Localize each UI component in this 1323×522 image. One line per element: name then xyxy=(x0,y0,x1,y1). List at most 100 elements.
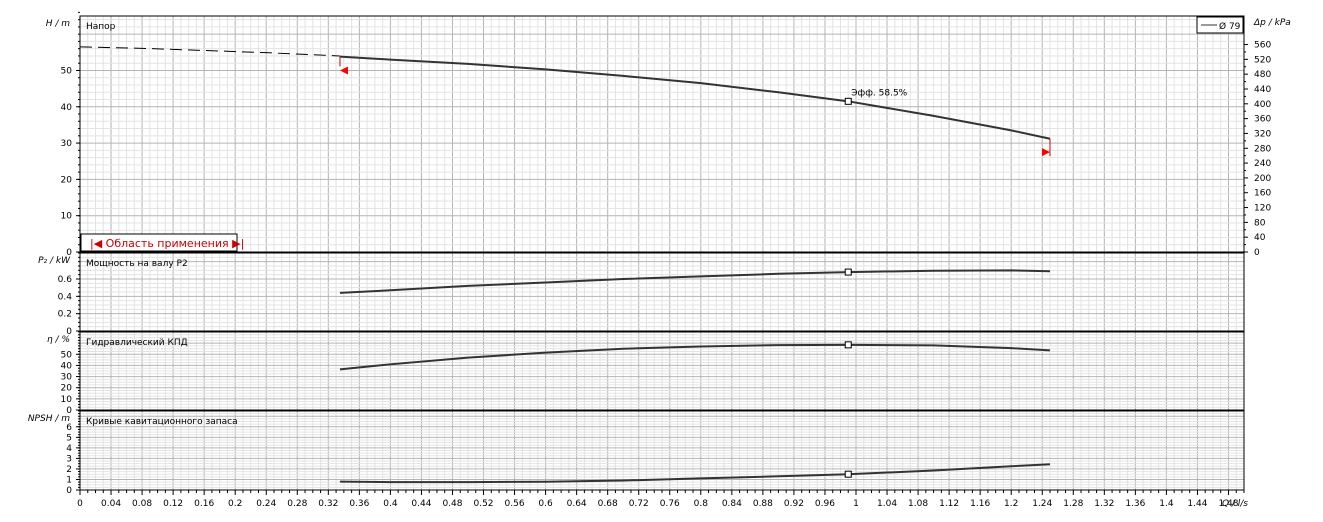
x-tick-label: 0.2 xyxy=(228,499,242,509)
range-min-marker xyxy=(339,66,348,75)
x-tick-label: 0.6 xyxy=(538,499,553,509)
panel-title-head: Напор xyxy=(86,22,116,32)
y-tick-label: 2 xyxy=(66,465,72,475)
y2-tick-label: 40 xyxy=(1254,233,1266,243)
curves-layer xyxy=(79,46,1051,484)
y-tick-label: 0 xyxy=(66,248,72,258)
x-tick-label: 1.4 xyxy=(1159,499,1174,509)
x-tick-label: 1.28 xyxy=(1063,499,1083,509)
application-range-label: |◀ Область применения ▶| xyxy=(90,237,244,250)
x-tick-label: 0.56 xyxy=(505,499,525,509)
y-tick-label: 50 xyxy=(61,66,73,76)
y-tick-label: 30 xyxy=(61,139,73,149)
y2-tick-label: 320 xyxy=(1254,129,1271,139)
x-tick-label: 0.92 xyxy=(784,499,804,509)
x-tick-label: 0.32 xyxy=(318,499,338,509)
panel-title-efficiency: Гидравлический КПД xyxy=(86,338,188,348)
y-tick-label: 0 xyxy=(66,406,72,416)
x-tick-label: 0.36 xyxy=(349,499,369,509)
y-tick-label: 10 xyxy=(61,395,73,405)
x-tick-label: 0.76 xyxy=(660,499,680,509)
series-line-head xyxy=(339,55,1051,140)
panel-frame-head xyxy=(79,15,1245,253)
x-tick-label: 0.88 xyxy=(753,499,773,509)
y-tick-label: 0 xyxy=(66,486,72,496)
x-tick-label: 1.48 xyxy=(1218,499,1238,509)
y2-tick-label: 200 xyxy=(1254,174,1271,184)
x-tick-label: 0.52 xyxy=(473,499,493,509)
y-tick-label: 20 xyxy=(61,384,73,394)
y-tick-label: 0.4 xyxy=(58,292,73,302)
x-tick-label: 0.12 xyxy=(163,499,183,509)
x-tick-label: 0.68 xyxy=(598,499,618,509)
range-max-marker xyxy=(1042,148,1050,157)
y-axis-label-head: H / m xyxy=(46,19,71,29)
legend-entry: Ø 79 xyxy=(1219,21,1241,32)
x-tick-label: 1.08 xyxy=(908,499,928,509)
extrapolated-head-curve xyxy=(79,46,340,57)
y-tick-label: 50 xyxy=(61,350,73,360)
y2-tick-label: 480 xyxy=(1254,70,1271,80)
axes-layer xyxy=(76,11,1248,495)
panel-title-npsh: Кривые кавитационного запаса xyxy=(86,417,238,427)
x-tick-label: 0.48 xyxy=(442,499,462,509)
y2-tick-label: 440 xyxy=(1254,85,1271,95)
duty-point-marker-power xyxy=(844,268,852,276)
x-tick-label: 0.8 xyxy=(694,499,709,509)
duty-point-marker-head xyxy=(844,97,852,105)
x-tick-label: 1.32 xyxy=(1094,499,1114,509)
y-tick-label: 1 xyxy=(66,475,72,485)
y2-tick-label: 120 xyxy=(1254,204,1271,214)
y-tick-label: 10 xyxy=(61,212,73,222)
x-tick-label: 1.04 xyxy=(877,499,897,509)
y2-tick-label: 360 xyxy=(1254,115,1271,125)
x-tick-label: 1.12 xyxy=(939,499,959,509)
x-tick-label: 0.4 xyxy=(383,499,398,509)
x-tick-label: 1.24 xyxy=(1032,499,1052,509)
y2-tick-label: 0 xyxy=(1254,248,1260,258)
application-range-box xyxy=(80,233,238,252)
y-tick-label: 30 xyxy=(61,373,73,383)
y-axis-label-power: P₂ / kW xyxy=(38,256,71,266)
series-line-npsh xyxy=(339,463,1051,484)
x-tick-label: 1.16 xyxy=(970,499,990,509)
x-tick-label: 1 xyxy=(853,499,859,509)
y-tick-label: 3 xyxy=(66,454,72,464)
x-tick-label: 0.84 xyxy=(722,499,742,509)
x-tick-label: 0.08 xyxy=(132,499,152,509)
y-axis-label-npsh: NPSH / m xyxy=(28,414,70,424)
y2-tick-label: 400 xyxy=(1254,100,1271,110)
y-tick-label: 40 xyxy=(61,361,73,371)
y-tick-label: 5 xyxy=(66,433,72,443)
duty-point-marker-efficiency xyxy=(844,341,852,349)
x-tick-label: 0.04 xyxy=(101,499,121,509)
y-tick-label: 0.2 xyxy=(58,310,72,320)
y2-tick-label: 240 xyxy=(1254,159,1271,169)
y-tick-label: 20 xyxy=(61,175,73,185)
y-tick-label: 6 xyxy=(66,423,72,433)
x-tick-label: 0.64 xyxy=(567,499,587,509)
y2-tick-label: 280 xyxy=(1254,144,1271,154)
legend-box xyxy=(1196,16,1244,34)
x-tick-label: 0.16 xyxy=(194,499,214,509)
y-tick-label: 0.6 xyxy=(58,275,73,285)
x-tick-label: 1.44 xyxy=(1187,499,1207,509)
y2-tick-label: 80 xyxy=(1254,218,1266,228)
x-tick-label: 0.96 xyxy=(815,499,835,509)
x-tick-label: 0.28 xyxy=(287,499,307,509)
y-tick-label: 40 xyxy=(61,103,73,113)
x-tick-label: 0.72 xyxy=(629,499,649,509)
series-line-efficiency xyxy=(339,343,1051,371)
y-tick-label: 4 xyxy=(66,444,72,454)
y2-tick-label: 520 xyxy=(1254,55,1271,65)
duty-point-annotation: Эфф. 58.5% xyxy=(851,88,907,98)
series-line-power xyxy=(339,269,1051,294)
x-axis-label: Q / l/s xyxy=(1222,499,1248,509)
x-tick-label: 0.24 xyxy=(256,499,276,509)
x-tick-label: 0 xyxy=(77,499,83,509)
x-tick-label: 1.36 xyxy=(1125,499,1145,509)
x-tick-label: 0.44 xyxy=(411,499,431,509)
y-tick-label: 0 xyxy=(66,327,72,337)
y2-axis-label: Δp / kPa xyxy=(1253,18,1291,28)
